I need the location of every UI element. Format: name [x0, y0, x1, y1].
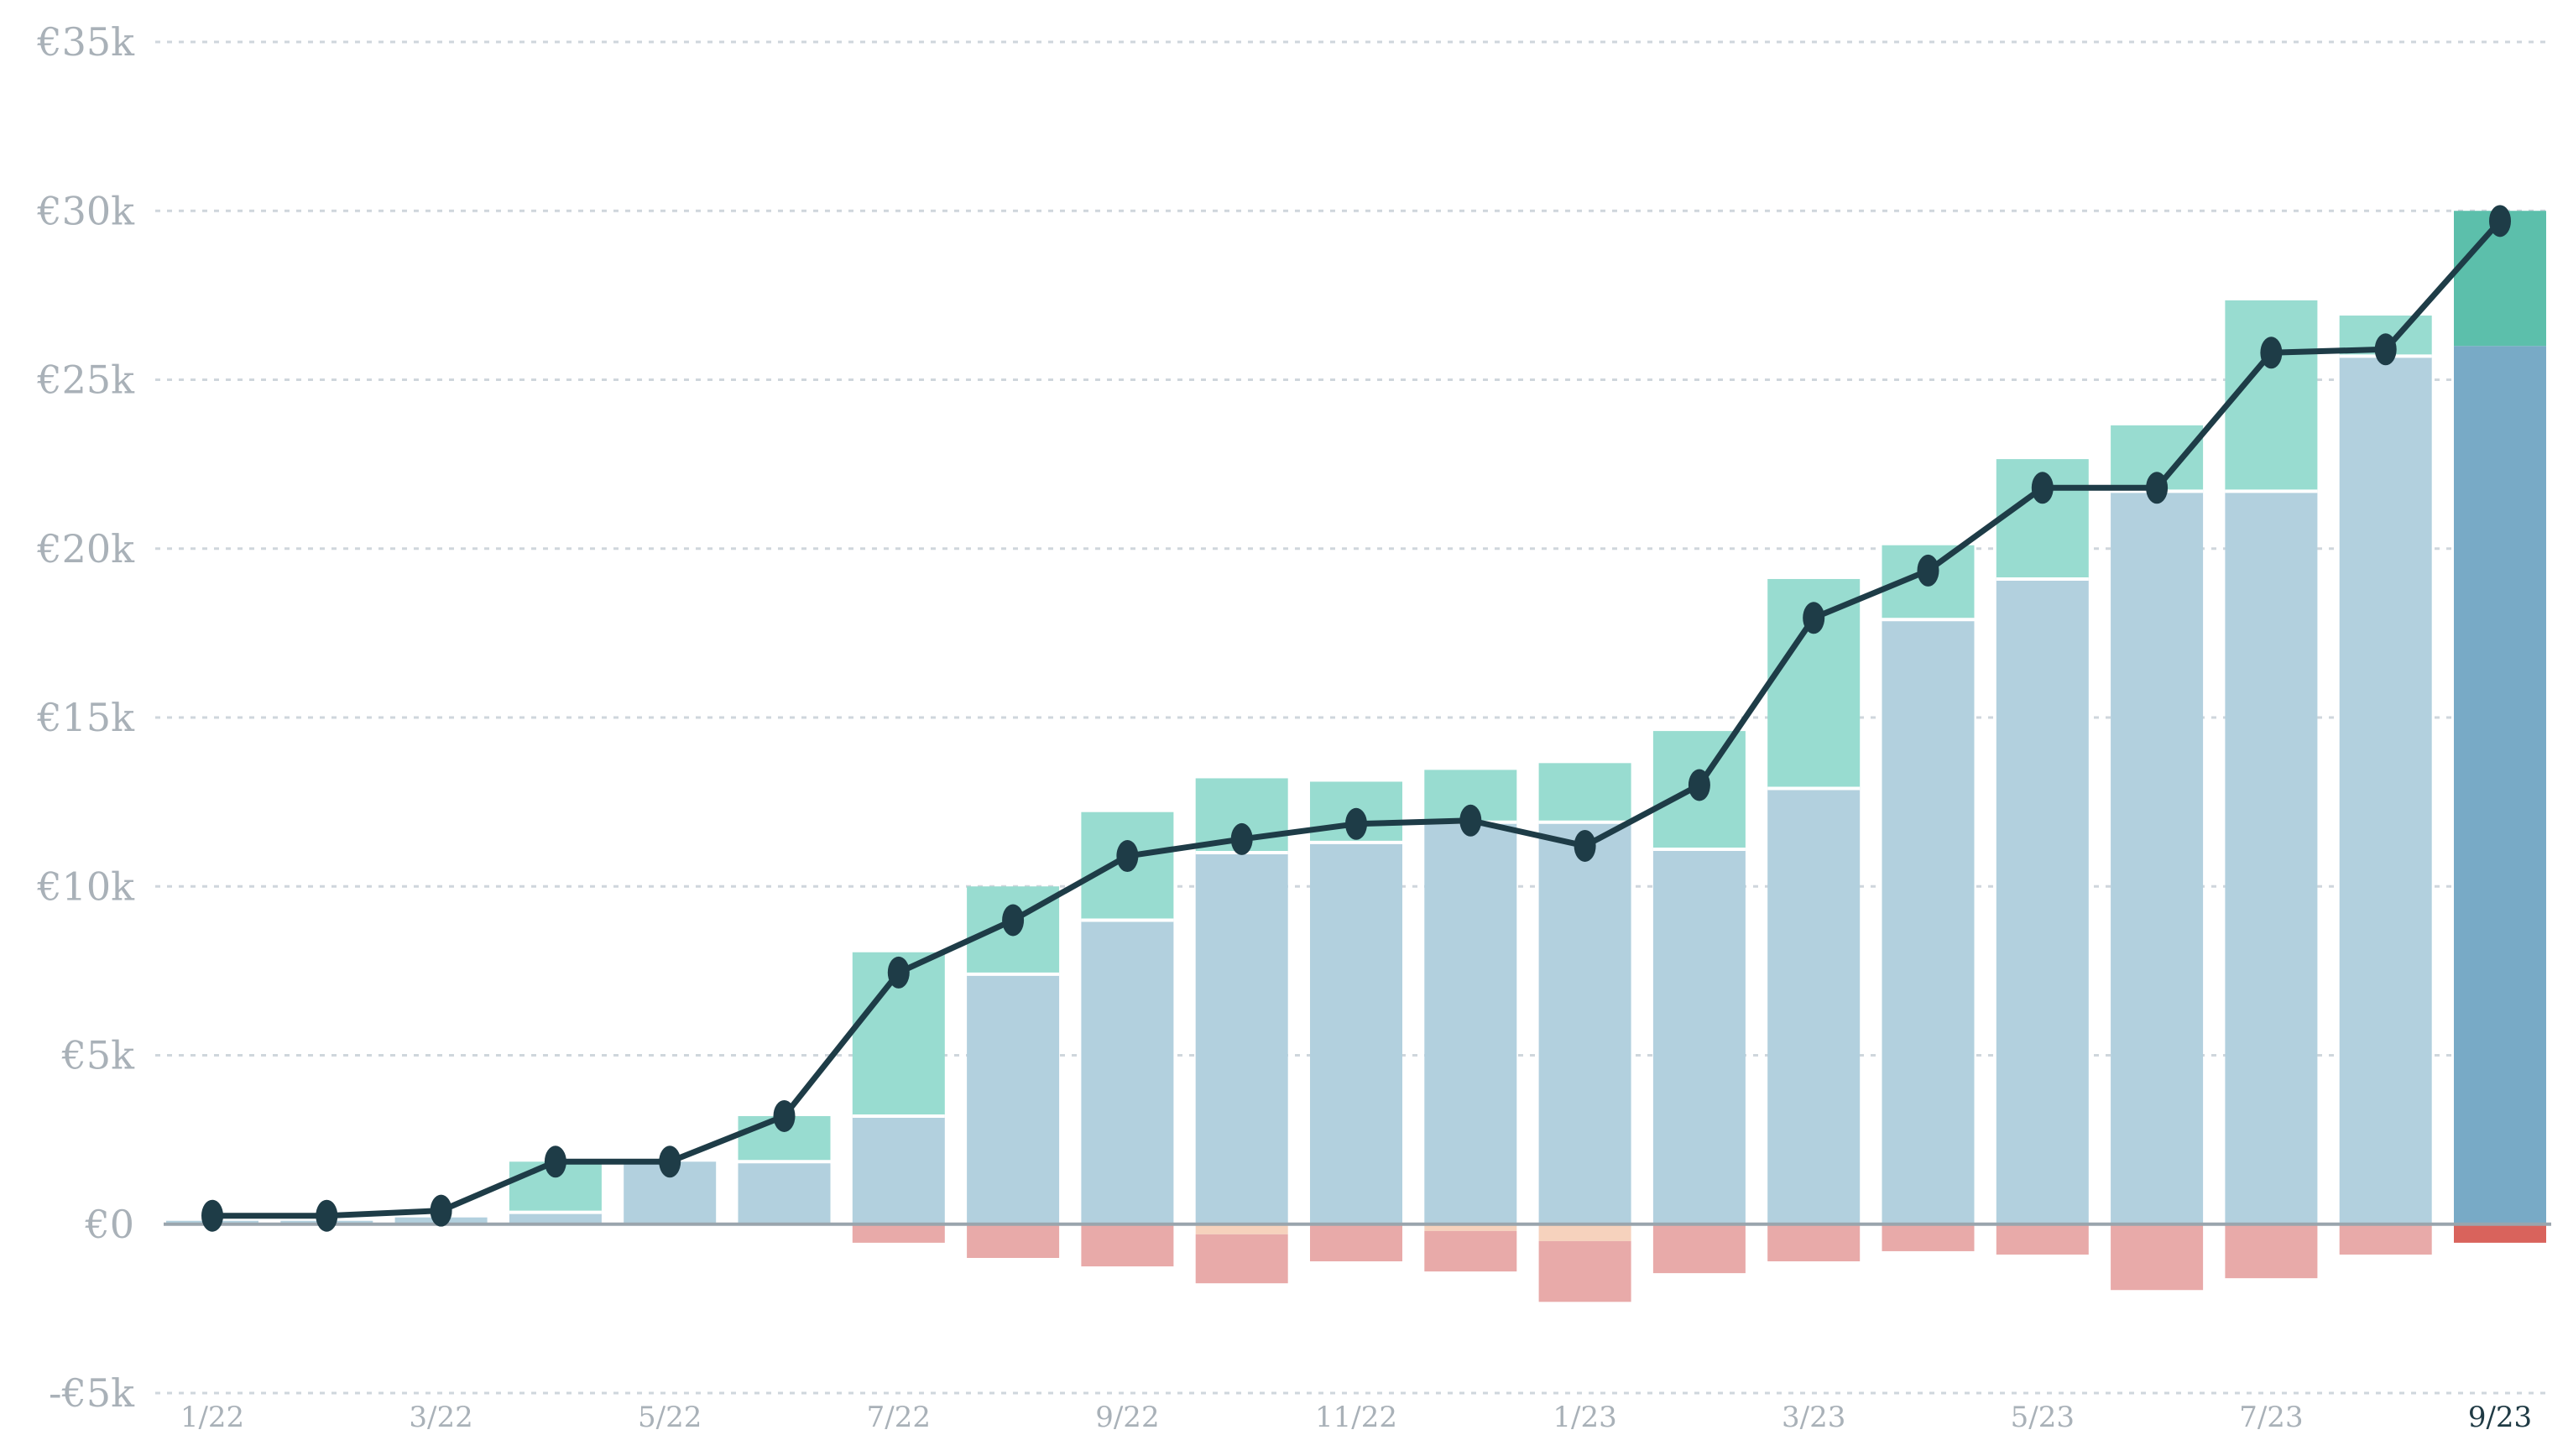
bar-base[interactable]	[1195, 853, 1288, 1224]
line-point[interactable]	[1803, 602, 1825, 634]
line-point[interactable]	[1116, 840, 1139, 873]
bar-base[interactable]	[2225, 491, 2318, 1224]
x-tick-label: 7/22	[867, 1401, 931, 1434]
bar-base[interactable]	[967, 973, 1060, 1224]
line-point[interactable]	[887, 956, 910, 989]
bar-base[interactable]	[1996, 578, 2089, 1224]
y-tick-label: €35k	[36, 19, 135, 65]
bar-negative[interactable]	[2225, 1224, 2318, 1279]
line-point[interactable]	[316, 1199, 338, 1232]
x-tick-label: 7/23	[2239, 1401, 2303, 1434]
line-point[interactable]	[1345, 807, 1367, 840]
x-tick-label: 1/22	[180, 1401, 244, 1434]
line-point[interactable]	[2260, 337, 2283, 369]
line-point[interactable]	[2146, 472, 2169, 504]
line-point[interactable]	[1002, 904, 1025, 937]
y-tick-label: €15k	[36, 695, 135, 740]
line-point[interactable]	[1574, 829, 1596, 862]
bar-positive[interactable]	[1538, 763, 1631, 822]
bar-base[interactable]	[738, 1161, 831, 1224]
x-tick-label: 5/23	[2011, 1401, 2075, 1434]
bar-negative-light[interactable]	[1538, 1224, 1631, 1241]
y-tick-label: -€5k	[49, 1370, 135, 1416]
bar-negative[interactable]	[1538, 1240, 1631, 1302]
line-point[interactable]	[1230, 822, 1253, 855]
bar-negative[interactable]	[1081, 1224, 1174, 1267]
bar-negative[interactable]	[967, 1224, 1060, 1258]
bar-negative[interactable]	[1424, 1230, 1517, 1272]
y-tick-label: €10k	[36, 864, 135, 909]
x-tick-label: 1/23	[1553, 1401, 1616, 1434]
bar-base[interactable]	[852, 1115, 945, 1224]
line-point[interactable]	[430, 1194, 452, 1227]
x-tick-label: 5/22	[638, 1401, 702, 1434]
bar-base[interactable]	[509, 1212, 602, 1224]
bar-negative[interactable]	[1652, 1224, 1746, 1274]
bar-base[interactable]	[1652, 848, 1746, 1224]
line-point[interactable]	[1688, 769, 1710, 801]
line-point[interactable]	[1459, 804, 1482, 837]
y-axis-labels: €35k €30k €25k €20k €15k €10k €5k €0 -€5k	[36, 19, 135, 1416]
bar-negative[interactable]	[1996, 1224, 2089, 1255]
bar-negative[interactable]	[1310, 1224, 1402, 1262]
bar-base[interactable]	[1310, 842, 1402, 1224]
line-point[interactable]	[1917, 554, 1939, 587]
x-tick-label: 3/23	[1782, 1401, 1845, 1434]
bars	[166, 211, 2546, 1302]
bar-base[interactable]	[2339, 356, 2432, 1224]
line-point[interactable]	[2489, 205, 2511, 237]
bar-negative-light[interactable]	[1195, 1224, 1288, 1234]
bar-negative[interactable]	[1767, 1224, 1861, 1262]
bar-base[interactable]	[1538, 822, 1631, 1224]
bar-base[interactable]	[1081, 920, 1174, 1224]
bar-negative[interactable]	[2111, 1224, 2204, 1291]
bar-negative[interactable]	[1882, 1224, 1975, 1251]
bar-negative[interactable]	[2339, 1224, 2432, 1255]
bar-base[interactable]	[1424, 822, 1517, 1224]
line-point[interactable]	[2031, 472, 2054, 504]
x-axis-labels: 1/22 3/22 5/22 7/22 9/22 11/22 1/23 3/23 5/23 7/2…	[180, 1401, 2532, 1434]
bar-base[interactable]	[1882, 619, 1975, 1224]
x-tick-label: 11/22	[1315, 1401, 1397, 1434]
bar-positive[interactable]	[2225, 300, 2318, 492]
y-tick-label: €25k	[36, 357, 135, 403]
y-tick-label: €5k	[61, 1033, 136, 1078]
y-tick-label: €20k	[36, 526, 135, 571]
line-point[interactable]	[2374, 333, 2397, 366]
line-point[interactable]	[773, 1099, 796, 1132]
total-line	[201, 205, 2511, 1232]
y-tick-label: €30k	[36, 188, 135, 233]
x-tick-label: 9/22	[1095, 1401, 1159, 1434]
bar-base[interactable]	[2454, 346, 2546, 1224]
line-point[interactable]	[201, 1199, 223, 1232]
line-point[interactable]	[544, 1145, 566, 1178]
bar-base[interactable]	[1767, 788, 1861, 1224]
bar-negative[interactable]	[1195, 1234, 1288, 1284]
line-point[interactable]	[659, 1145, 681, 1178]
x-tick-label: 3/22	[409, 1401, 472, 1434]
bar-negative[interactable]	[852, 1224, 945, 1243]
bar-base[interactable]	[2111, 491, 2204, 1224]
bar-negative[interactable]	[2454, 1224, 2546, 1243]
y-tick-label: €0	[84, 1202, 134, 1247]
bar-negative-light[interactable]	[1424, 1224, 1517, 1231]
x-tick-label: 9/23	[2468, 1401, 2532, 1434]
